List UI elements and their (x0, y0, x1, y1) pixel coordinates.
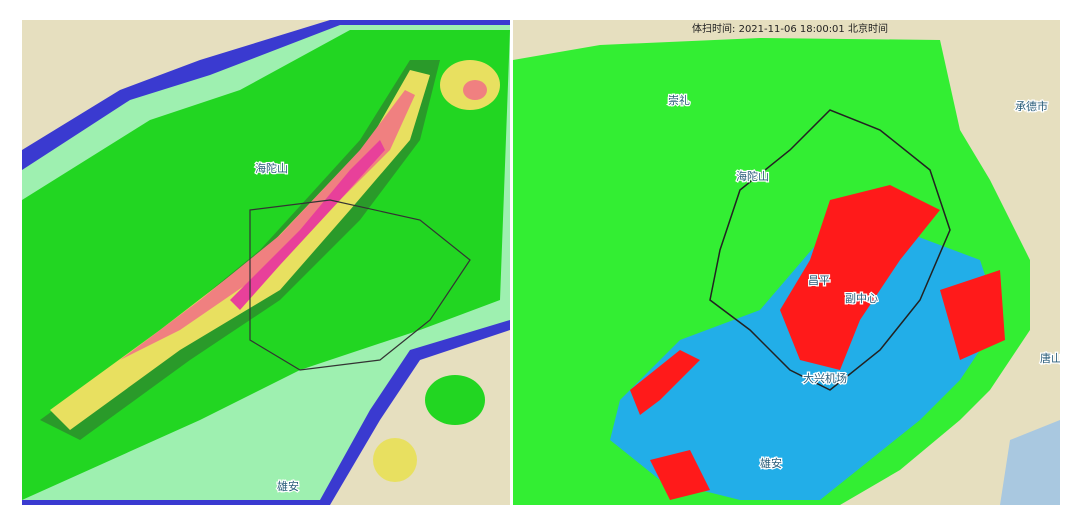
map-label: 昌平 (808, 274, 830, 287)
right-radar-map: 体扫时间: 2021-11-06 18:00:01 北京时间 崇礼 海陀山 承德… (513, 20, 1062, 505)
map-label: 承德市 (1015, 99, 1048, 113)
map-label: 海陀山 (736, 169, 769, 183)
left-radar-map: 海陀山 雄安 (22, 20, 510, 505)
map-label: 海陀山 (255, 161, 288, 175)
map-label: 雄安 (277, 479, 299, 493)
scan-time: 体扫时间: 2021-11-06 18:00:01 北京时间 (692, 22, 888, 35)
map-label: 唐山 (1040, 351, 1062, 365)
map-label: 雄安 (760, 456, 782, 470)
map-label: 副中心 (845, 292, 878, 305)
map-label: 崇礼 (668, 93, 690, 107)
map-label: 大兴机场 (803, 371, 847, 385)
